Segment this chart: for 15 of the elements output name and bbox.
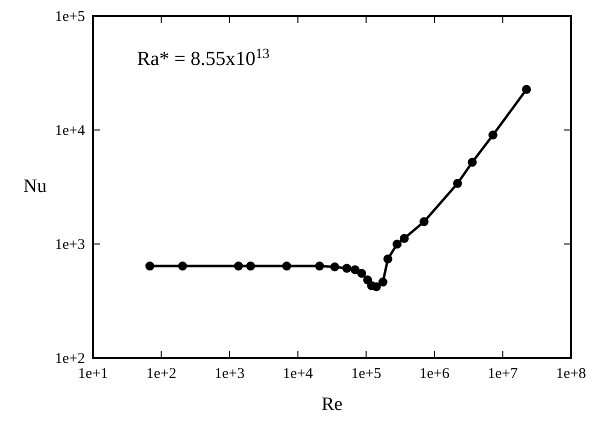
y-tick-label: 1e+2: [54, 351, 85, 367]
x-tick-label: 1e+8: [556, 366, 586, 382]
y-tick-label: 1e+3: [54, 237, 85, 253]
x-tick-label: 1e+6: [419, 366, 450, 382]
x-tick-label: 1e+5: [351, 366, 382, 382]
annotation: Ra* = 8.55x10$^{13}$: [137, 46, 270, 70]
y-tick-label: 1e+4: [54, 123, 86, 139]
x-tick-label: 1e+7: [488, 366, 518, 382]
x-tick-label: 1e+1: [78, 366, 108, 382]
y-axis-title: Nu: [23, 176, 48, 197]
x-tick-label: 1e+4: [282, 366, 314, 382]
x-axis-title: Re: [321, 394, 343, 415]
x-tick-label: 1e+2: [146, 366, 176, 382]
y-tick-label: 1e+5: [54, 9, 85, 25]
x-tick-label: 1e+3: [214, 366, 245, 382]
